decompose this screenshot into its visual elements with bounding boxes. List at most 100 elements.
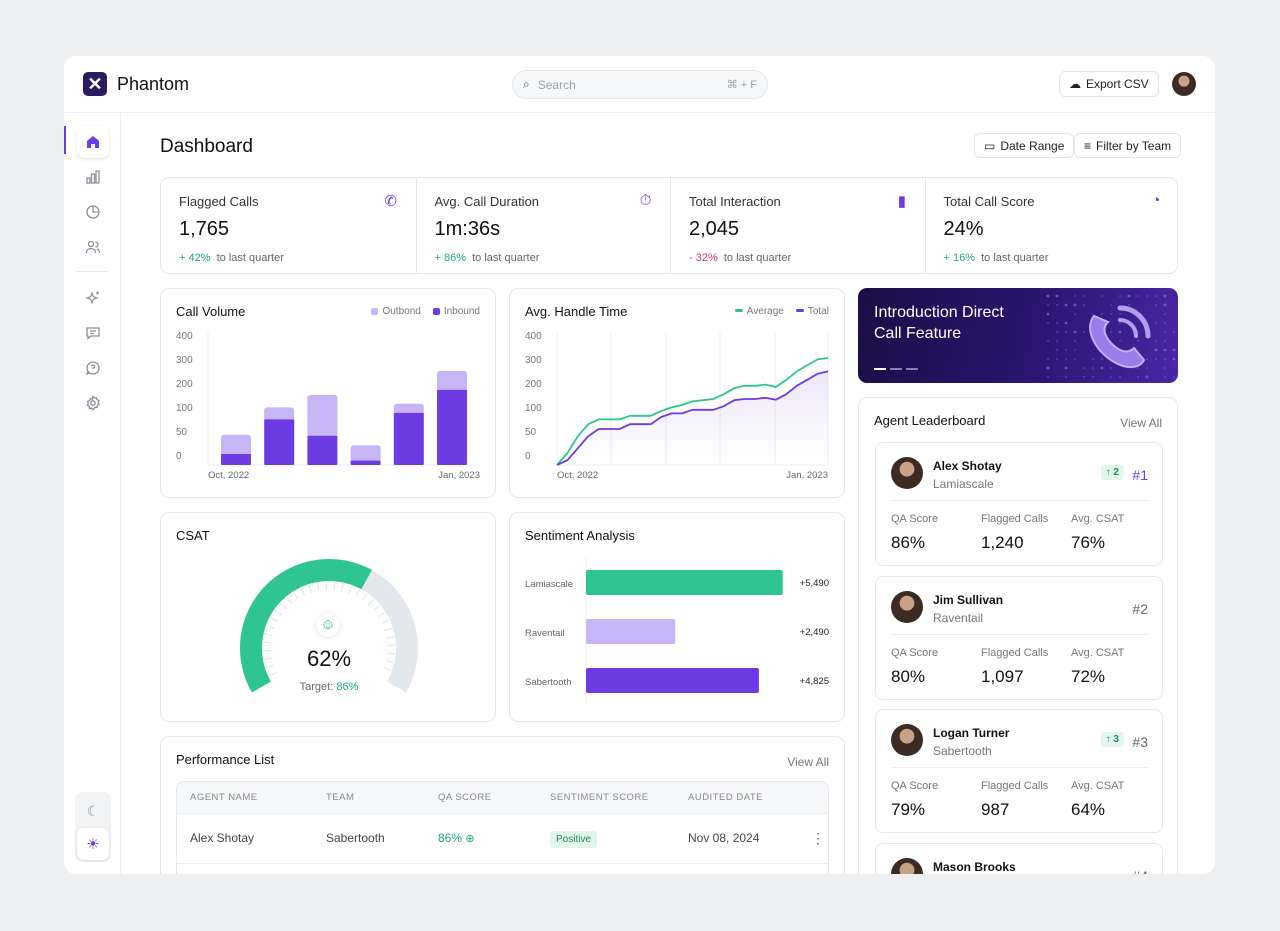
dot	[1047, 322, 1049, 324]
more-options-icon[interactable]: ⋮	[798, 813, 828, 863]
users-icon	[85, 239, 101, 255]
dot	[1164, 295, 1167, 298]
category-label: Raventail	[525, 628, 565, 639]
value-label: +2,490	[800, 627, 829, 638]
stat-value: 1m:36s	[435, 218, 652, 241]
leaderboard-item[interactable]: Mason Brooks #4	[875, 843, 1163, 875]
dot	[1101, 295, 1103, 297]
y-tick-label: 100	[176, 403, 193, 414]
agent-team: Raventail	[933, 611, 983, 625]
stat-delta: + 86% to last quarter	[435, 252, 652, 264]
dot	[1164, 376, 1166, 378]
call-volume-card: Call Volume Outbond Inbound 0 50 100 200 300…	[160, 288, 496, 498]
audited-date: Nov 08, 2024	[675, 813, 798, 863]
export-csv-button[interactable]: ☁ Export CSV	[1059, 71, 1159, 97]
y-tick-label: 200	[525, 379, 542, 390]
arrow-up-circle-icon: ⊕	[465, 833, 474, 845]
sidebar-item-messages[interactable]	[77, 317, 109, 349]
y-tick-label: 100	[525, 403, 542, 414]
x-tick-label: Jan, 2023	[786, 470, 828, 481]
promo-banner[interactable]: Introduction Direct Call Feature	[858, 288, 1178, 383]
dot	[1074, 349, 1076, 351]
bar-inbound	[307, 436, 337, 465]
sidebar-item-help[interactable]	[77, 352, 109, 384]
phantom-logo[interactable]: ✕	[83, 72, 107, 96]
divider	[891, 500, 1148, 501]
metric-flagged: Flagged Calls 1,097	[981, 647, 1048, 687]
filter-label: Filter by Team	[1096, 139, 1171, 153]
sidebar-item-analytics[interactable]	[77, 161, 109, 193]
bar-outbound	[437, 371, 467, 393]
sentiment: Positive	[537, 813, 675, 863]
sidebar-item-reports[interactable]	[77, 196, 109, 228]
stat-label: Total Interaction	[689, 194, 906, 209]
table-row[interactable]	[177, 863, 828, 874]
metric-csat: Avg. CSAT 64%	[1071, 780, 1124, 820]
date-range-button[interactable]: ▭ Date Range	[974, 133, 1074, 158]
gauge-tick	[362, 594, 367, 601]
moon-icon: ☾	[87, 803, 100, 820]
column-qa-score[interactable]: QA SCORE	[425, 782, 537, 813]
sidebar-item-settings[interactable]	[77, 387, 109, 419]
gauge-tick	[263, 642, 271, 643]
leaderboard-item[interactable]: Logan Turner Sabertooth #3 ↑ 3 QA Score 79%…	[875, 709, 1163, 833]
light-mode-button[interactable]: ☀	[77, 828, 109, 860]
gauge-tick	[373, 606, 379, 611]
stat-value: 24%	[944, 218, 1161, 241]
settings-icon	[85, 395, 101, 411]
dot	[1146, 376, 1149, 379]
filter-icon: ≡	[1084, 139, 1091, 153]
agent-leaderboard-card: Agent Leaderboard View All Alex Shotay L…	[858, 397, 1178, 874]
sidebar-item-home[interactable]	[77, 126, 109, 158]
table-row[interactable]: Alex Shotay Sabertooth 86% ⊕ Positive No…	[177, 813, 828, 863]
dot	[1047, 313, 1050, 316]
stat-delta: - 32% to last quarter	[689, 252, 906, 264]
active-indicator	[64, 126, 66, 154]
pie-chart-icon	[85, 204, 101, 220]
filter-by-team-button[interactable]: ≡ Filter by Team	[1074, 133, 1181, 158]
dot	[1056, 304, 1058, 306]
search-placeholder: Search	[538, 78, 576, 92]
dot	[1137, 295, 1139, 297]
dark-mode-button[interactable]: ☾	[77, 795, 109, 827]
search-input[interactable]: ⌕ Search ⌘ + F	[512, 70, 768, 99]
column-team[interactable]: TEAM	[313, 782, 425, 813]
agent-name: Logan Turner	[933, 726, 1009, 740]
metric-flagged: Flagged Calls 987	[981, 780, 1048, 820]
y-tick-label: 200	[176, 379, 193, 390]
sidebar-item-ai[interactable]	[77, 282, 109, 314]
phone-icon: ✆	[384, 192, 397, 210]
column-agent-name[interactable]: AGENT NAME	[177, 782, 313, 813]
carousel-dots[interactable]	[874, 368, 918, 370]
dot	[1146, 295, 1148, 297]
cloud-upload-icon: ☁	[1069, 77, 1081, 91]
column-sentiment-score[interactable]: SENTIMENT SCORE	[537, 782, 675, 813]
search-icon: ⌕	[523, 77, 530, 92]
gauge-tick	[287, 597, 292, 603]
dot	[1065, 349, 1067, 351]
csat-target: Target: 86%	[161, 681, 497, 693]
leaderboard-item[interactable]: Jim Sullivan Raventail #2 QA Score 80% Flag…	[875, 576, 1163, 700]
column-audited-date[interactable]: AUDITED DATE	[675, 782, 798, 813]
bar-inbound	[351, 461, 381, 465]
leaderboard-item[interactable]: Alex Shotay Lamiascale #1 ↑ 2 QA Score 86% F…	[875, 442, 1163, 566]
card-title: Performance List	[176, 752, 274, 767]
dot	[1047, 340, 1049, 342]
y-tick-label: 300	[176, 355, 193, 366]
metric-qa: QA Score 86%	[891, 513, 938, 553]
gauge-tick	[342, 584, 344, 592]
dot	[1074, 304, 1077, 307]
home-icon	[85, 134, 101, 150]
user-avatar[interactable]	[1172, 72, 1196, 96]
sidebar-item-users[interactable]	[77, 231, 109, 263]
dot	[1173, 376, 1175, 378]
sun-icon: ☀	[86, 835, 99, 853]
value-label: +5,490	[800, 578, 829, 589]
dot	[1164, 367, 1166, 369]
category-label: Lamiascale	[525, 579, 573, 590]
performance-view-all-link[interactable]: View All	[787, 755, 829, 769]
dot	[1056, 295, 1059, 298]
dot	[1056, 340, 1058, 342]
leaderboard-view-all-link[interactable]: View All	[1120, 416, 1162, 430]
dot	[1047, 376, 1049, 378]
